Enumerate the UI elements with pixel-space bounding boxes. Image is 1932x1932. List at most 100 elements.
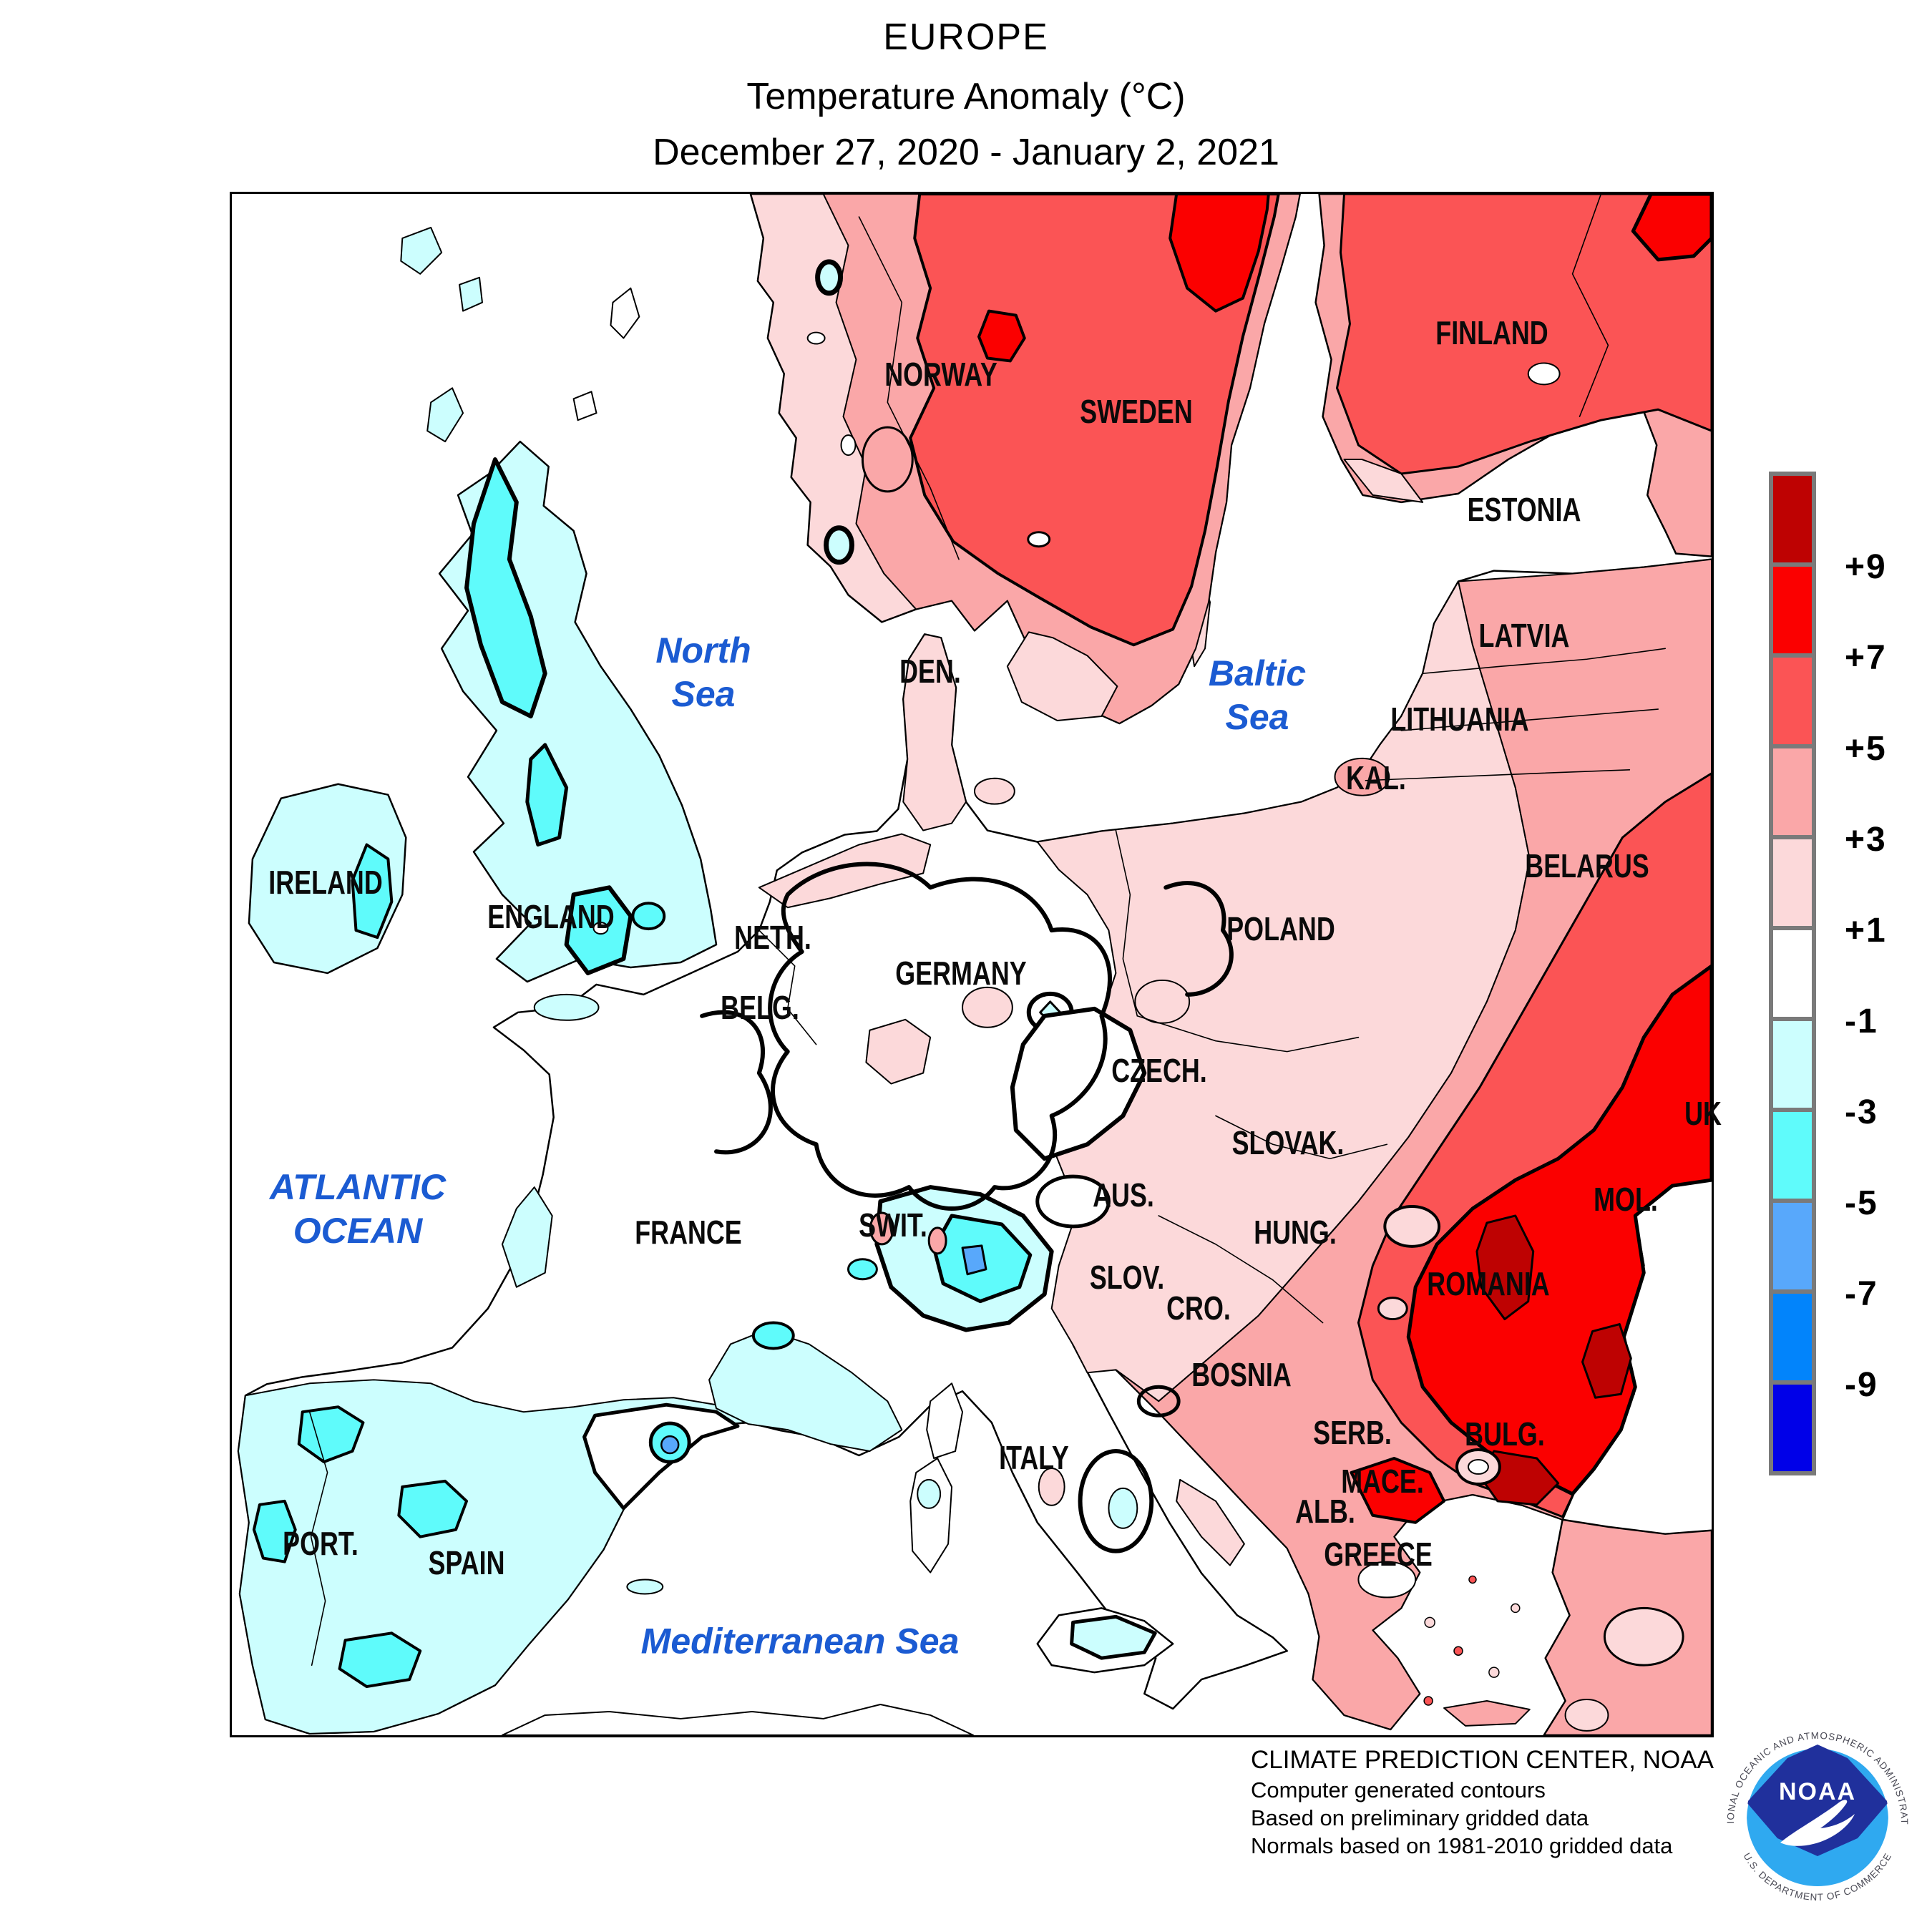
attribution-line-1: CLIMATE PREDICTION CENTER, NOAA [1251,1746,1714,1774]
norway-cold-ring-a [815,259,844,296]
thessaly-white [1357,1561,1417,1599]
warm-ring-spot-c2 [1467,1458,1489,1475]
puglia-pink [1176,1478,1245,1566]
legend-cell-10 [1773,1385,1812,1471]
tuscany-pink [1038,1467,1065,1506]
denmark [902,633,967,831]
legend-cell-3 [1773,748,1812,835]
sardinia [909,1458,953,1574]
north-africa-coast [501,1704,974,1735]
germany-pink-b [962,986,1013,1028]
alps-blue-spot [961,1244,987,1276]
legend-label-p7: +7 [1845,639,1887,677]
attribution-line-3: Based on preliminary gridded data [1251,1805,1589,1830]
attribution-line-2: Computer generated contours [1251,1777,1546,1802]
northsea-coast-pink [758,833,932,909]
macedonia-red [1350,1457,1446,1524]
sicily-cool-core [1070,1614,1157,1660]
legend-label-p9: +9 [1845,548,1887,586]
legend-cell-8 [1773,1203,1812,1289]
map-title: EUROPE [883,16,1049,58]
hebrides [400,226,483,443]
legend-cell-5 [1773,930,1812,1017]
alps-pink-b [927,1226,947,1255]
finland-salmon [1336,194,1712,475]
legend-cell-1 [1773,567,1812,653]
warm-ring-spot-a [1383,1205,1441,1248]
turkey-pale-a [1603,1606,1684,1667]
shetland [572,287,640,421]
sardinia-cool-spot [917,1478,942,1509]
legend-cell-0 [1773,476,1812,562]
legend-cell-6 [1773,1021,1812,1108]
legend-label-p1: +1 [1845,912,1887,950]
italy-ring-small [1136,1385,1181,1418]
pyrenees-cold-core [660,1435,680,1455]
warm-ring-spot-b [1377,1297,1408,1321]
map-frame [230,192,1714,1737]
iberia-cold-south [338,1631,422,1689]
norway-red-spot [977,309,1026,363]
legend-label-m9: -9 [1845,1366,1878,1404]
massif-cold-spot [751,1321,795,1350]
legend-cell-7 [1773,1112,1812,1199]
legend-label-m1: -1 [1845,1002,1878,1040]
finland-white-spot [1527,362,1561,386]
thick-contours [700,862,1234,1211]
sweden-south-pink [1006,631,1118,721]
nengland-cold [525,743,569,847]
scotland-cold [464,457,547,718]
danish-isles [973,777,1015,805]
bohemia-white [1010,1006,1147,1161]
norway-cold-ring-b [824,525,854,565]
iberia-cold-mid [397,1479,469,1538]
norway-white-a [806,331,826,345]
legend-label-p3: +3 [1845,821,1887,859]
aegean-islands [1423,1575,1521,1706]
legend-label-m7: -7 [1845,1275,1878,1313]
legend-label-p5: +5 [1845,730,1887,768]
noaa-logo: NOAA NATIONAL OCEANIC AND ATMOSPHERIC AD… [1723,1721,1912,1910]
finland-pink-sw [1343,459,1424,503]
country-borders [308,194,1666,1666]
norway-salmon-south [861,426,914,493]
ireland-cold [351,843,394,940]
iberia-cold-nw [297,1405,365,1463]
zone-plus9-a [1475,1214,1535,1321]
crete [1443,1700,1531,1727]
alps-pink-a [869,1211,894,1246]
apennine-cool [1108,1487,1138,1529]
germany-pink-c [1134,979,1191,1024]
brittany-cool [533,993,600,1021]
legend-label-m3: -3 [1845,1093,1878,1131]
map-subtitle: Temperature Anomaly (°C) [746,76,1186,117]
norway-white-b [840,434,857,457]
rhone-cold-spot [847,1258,878,1281]
scand-salmon-core [909,194,1280,647]
legend-cell-9 [1773,1294,1812,1380]
map-date-range: December 27, 2020 - January 2, 2021 [653,132,1279,173]
legend-cell-4 [1773,839,1812,926]
noaa-logo-sky [1747,1745,1888,1856]
aquitaine-cool [501,1186,553,1288]
russia-red-corner [1631,194,1712,262]
sweden-white-spot [1027,531,1051,548]
corsica [926,1382,964,1459]
eastanglia-cold [631,902,666,931]
legend-label-m5: -5 [1845,1184,1878,1222]
germany-pink-a [865,1018,932,1085]
sweden-red-north [1169,194,1270,313]
noaa-logo-acronym: NOAA [1779,1778,1856,1805]
noaa-logo-bird [1780,1800,1855,1846]
apennine-ring [1078,1449,1154,1553]
legend-cell-2 [1773,658,1812,744]
turkey-pale-b [1564,1699,1609,1732]
midlands-hole [592,922,609,935]
attribution-line-4: Normals based on 1981-2010 gridded data [1251,1833,1673,1858]
balearics [626,1579,664,1595]
iberia-cold-west [252,1499,297,1563]
zone-plus7 [1406,964,1712,1496]
europe-map-svg [237,194,1712,1735]
austria-white [1035,1174,1111,1229]
